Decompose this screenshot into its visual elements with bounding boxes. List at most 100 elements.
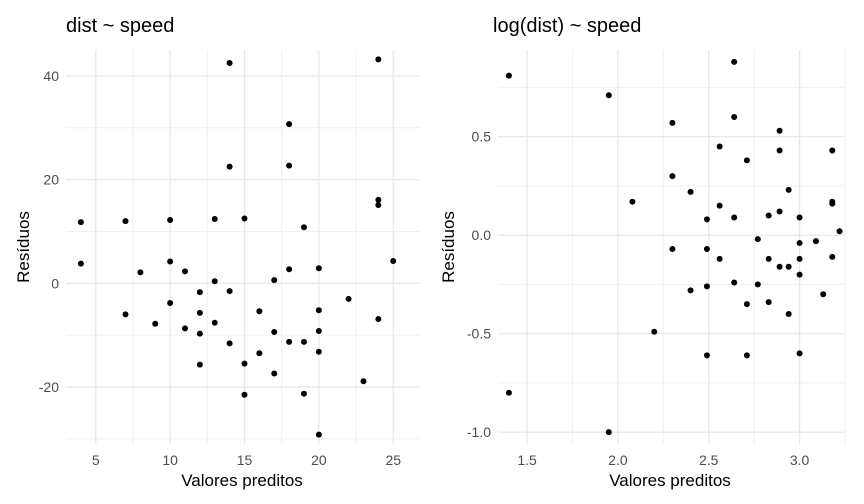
data-point — [743, 352, 750, 359]
y-tick-label: -0.5 — [467, 326, 491, 342]
data-point — [836, 228, 843, 235]
data-point — [743, 157, 750, 164]
x-tick-label: 5 — [92, 452, 100, 468]
data-point — [226, 59, 233, 66]
x-axis-label: Valores preditos — [181, 471, 303, 490]
data-point — [829, 200, 836, 207]
data-point — [122, 218, 129, 225]
x-tick-label: 10 — [162, 452, 178, 468]
data-point — [122, 311, 129, 318]
chart-title: dist ~ speed — [66, 15, 174, 37]
data-point — [651, 328, 658, 335]
data-point — [77, 260, 84, 267]
data-point — [375, 202, 382, 209]
data-points — [77, 56, 397, 438]
data-point — [812, 238, 819, 245]
data-point — [241, 391, 248, 398]
data-point — [286, 162, 293, 169]
data-point — [669, 173, 676, 180]
data-point — [505, 389, 512, 396]
data-point — [315, 431, 322, 438]
data-point — [605, 429, 612, 436]
y-tick-label: 0.5 — [472, 129, 492, 145]
data-point — [241, 360, 248, 367]
x-tick-label: 2.5 — [699, 452, 719, 468]
x-tick-label: 15 — [237, 452, 253, 468]
data-point — [167, 299, 174, 306]
data-point — [256, 350, 263, 357]
data-point — [167, 217, 174, 224]
data-point — [669, 245, 676, 252]
y-tick-label: 40 — [43, 68, 59, 84]
data-point — [754, 281, 761, 288]
data-point — [776, 147, 783, 154]
data-point — [211, 319, 218, 326]
data-point — [375, 316, 382, 323]
data-point — [196, 330, 203, 337]
data-point — [300, 224, 307, 231]
x-tick-label: 1.5 — [517, 452, 537, 468]
data-point — [829, 147, 836, 154]
data-point — [776, 263, 783, 270]
data-point — [796, 214, 803, 221]
data-point — [137, 269, 144, 276]
gridlines — [66, 50, 420, 444]
data-point — [196, 309, 203, 316]
data-point — [703, 245, 710, 252]
data-point — [731, 58, 738, 65]
data-point — [196, 289, 203, 296]
data-point — [286, 266, 293, 273]
data-point — [716, 255, 723, 262]
x-tick-label: 20 — [311, 452, 327, 468]
data-point — [765, 255, 772, 262]
x-tick-label: 25 — [385, 452, 401, 468]
data-point — [776, 208, 783, 215]
data-point — [196, 361, 203, 368]
data-point — [315, 327, 322, 334]
data-point — [743, 301, 750, 308]
data-point — [703, 352, 710, 359]
data-point — [731, 279, 738, 286]
data-point — [345, 295, 352, 302]
data-point — [300, 338, 307, 345]
data-point — [271, 277, 278, 284]
data-point — [820, 291, 827, 298]
x-tick-label: 3.0 — [790, 452, 810, 468]
y-tick-label: 20 — [43, 172, 59, 188]
data-point — [152, 320, 159, 327]
data-point — [315, 265, 322, 272]
data-point — [754, 236, 761, 243]
data-point — [286, 338, 293, 345]
y-axis-label: Resíduos — [439, 211, 458, 283]
data-points — [505, 58, 843, 436]
y-tick-label: 0 — [51, 275, 59, 291]
data-point — [315, 307, 322, 314]
data-point — [256, 308, 263, 315]
data-point — [605, 92, 612, 99]
data-point — [315, 348, 322, 355]
data-point — [796, 240, 803, 247]
data-point — [375, 196, 382, 203]
data-point — [731, 113, 738, 120]
gridlines — [498, 50, 846, 444]
data-point — [226, 340, 233, 347]
data-point — [226, 163, 233, 170]
data-point — [669, 119, 676, 126]
panel-dist-speed: dist ~ speed 5 10 15 20 25 -20 0 20 40 Valores p… — [14, 15, 420, 490]
data-point — [731, 214, 738, 221]
data-point — [375, 56, 382, 63]
data-point — [765, 212, 772, 219]
data-point — [829, 253, 836, 260]
data-point — [181, 268, 188, 275]
y-tick-label: 0.0 — [472, 227, 492, 243]
data-point — [271, 370, 278, 377]
data-point — [796, 350, 803, 357]
data-point — [785, 263, 792, 270]
data-point — [716, 202, 723, 209]
y-axis-label: Resíduos — [14, 211, 33, 283]
chart-title: log(dist) ~ speed — [493, 15, 641, 37]
y-tick-label: -20 — [39, 379, 59, 395]
data-point — [167, 258, 174, 265]
data-point — [300, 390, 307, 397]
